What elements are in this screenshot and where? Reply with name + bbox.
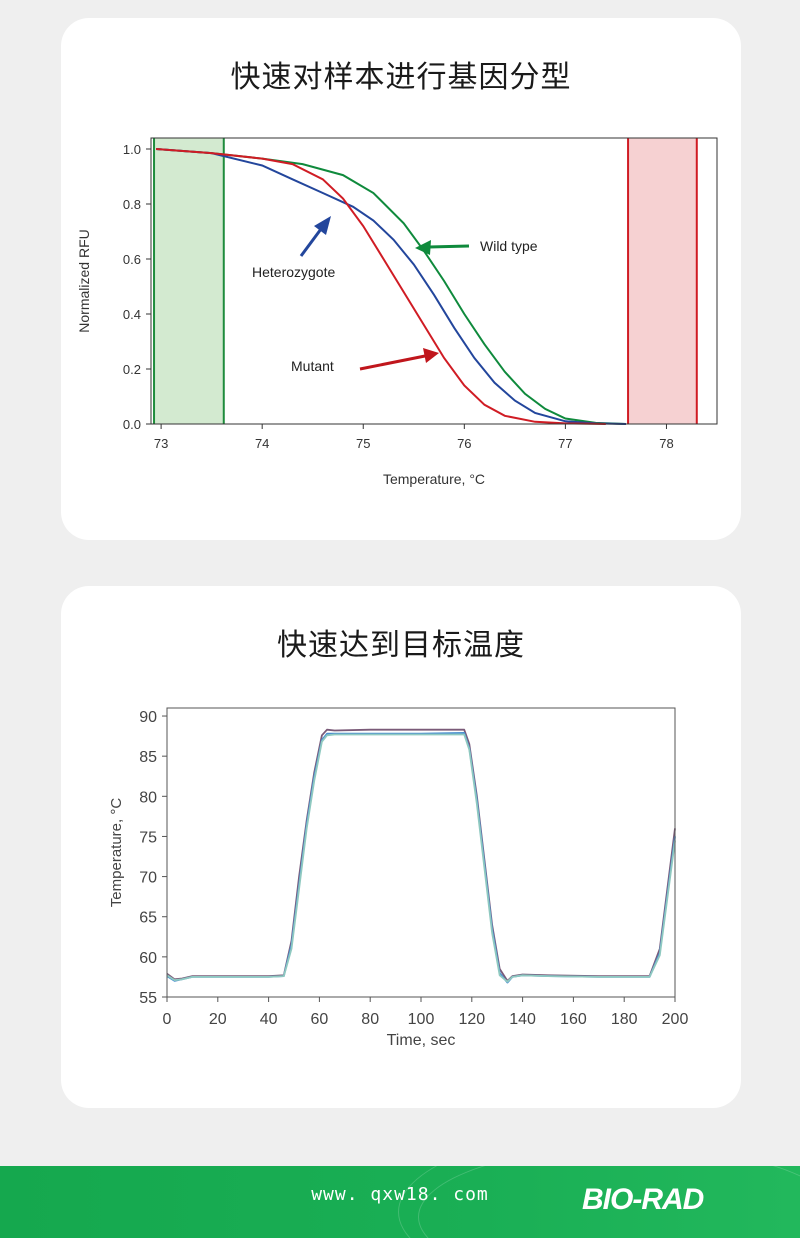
- temperature-series-2: [166, 733, 676, 983]
- y-tick-label: 75: [139, 829, 157, 846]
- plot-frame: [150, 137, 718, 425]
- x-tick-label: 73: [154, 436, 168, 451]
- x-tick-label: 160: [560, 1011, 587, 1028]
- y-tick-label: 0.0: [123, 417, 141, 432]
- y-tick-label: 70: [139, 870, 157, 887]
- y-tick-label: 80: [139, 789, 157, 806]
- temperature-title: 快速达到目标温度: [277, 628, 525, 663]
- x-tick-label: 0: [163, 1011, 172, 1028]
- series-line-2: [156, 148, 606, 425]
- y-axis-label: Temperature, °C: [108, 798, 125, 908]
- heterozygote-arrowhead: [314, 216, 331, 235]
- heterozygote-label: Heterozygote: [252, 264, 335, 280]
- temperature-card: 快速达到目标温度 0 20 40 60 80 100 120 140 160 180 200 55 60…: [61, 586, 741, 1108]
- x-tick-label: 200: [662, 1011, 689, 1028]
- y-tick-label: 90: [139, 709, 157, 726]
- temperature-profile-chart: 0 20 40 60 80 100 120 140 160 180 200 55 60 65 70 75 80 8…: [108, 707, 689, 1049]
- y-tick-label: 0.4: [123, 307, 141, 322]
- heterozygote-arrow: [299, 228, 323, 257]
- shaded-region: [154, 138, 224, 424]
- series-line-0: [156, 148, 627, 425]
- temperature-series-0: [166, 728, 676, 982]
- wild-type-arrowhead: [415, 240, 431, 255]
- series-line-1: [156, 148, 627, 425]
- x-tick-label: 20: [209, 1011, 227, 1028]
- mutant-arrowhead: [423, 348, 439, 363]
- wild-type-arrow: [428, 244, 470, 249]
- x-tick-label: 74: [255, 436, 269, 451]
- y-tick-label: 0.2: [123, 362, 141, 377]
- footer-bar: www. qxw18. com BIO-RAD: [0, 1166, 800, 1238]
- y-tick-label: 85: [139, 749, 157, 766]
- mutant-arrow: [359, 354, 426, 371]
- bio-rad-logo: BIO-RAD: [582, 1183, 704, 1216]
- footer-decoration: [398, 1166, 800, 1238]
- genotyping-title: 快速对样本进行基因分型: [230, 60, 572, 95]
- y-tick-label: 55: [139, 990, 157, 1007]
- y-tick-label: 65: [139, 910, 157, 927]
- x-tick-label: 60: [311, 1011, 329, 1028]
- plot-frame: [166, 707, 676, 998]
- wild-type-label: Wild type: [480, 238, 538, 254]
- temperature-series-1: [166, 732, 676, 984]
- x-tick-label: 180: [611, 1011, 638, 1028]
- genotyping-card: 快速对样本进行基因分型 73 74 75 76 77 78 0.0 0.2 0.4 0.6 0.8 1…: [61, 18, 741, 540]
- x-tick-label: 120: [458, 1011, 485, 1028]
- x-tick-label: 78: [659, 436, 673, 451]
- x-tick-label: 100: [408, 1011, 435, 1028]
- y-axis-label: Normalized RFU: [76, 229, 92, 332]
- x-axis-label: Temperature, °C: [383, 471, 485, 487]
- shaded-region: [628, 138, 697, 424]
- x-tick-label: 40: [260, 1011, 278, 1028]
- x-tick-label: 140: [509, 1011, 536, 1028]
- y-tick-label: 1.0: [123, 142, 141, 157]
- mutant-label: Mutant: [291, 358, 334, 374]
- x-tick-label: 80: [361, 1011, 379, 1028]
- x-tick-label: 77: [558, 436, 572, 451]
- melt-curve-chart: 73 74 75 76 77 78 0.0 0.2 0.4 0.6 0.8 1.0 Temperatur…: [76, 137, 718, 487]
- y-tick-label: 0.6: [123, 252, 141, 267]
- y-tick-label: 0.8: [123, 197, 141, 212]
- x-tick-label: 75: [356, 436, 370, 451]
- x-axis-label: Time, sec: [387, 1032, 456, 1049]
- x-tick-label: 76: [457, 436, 471, 451]
- footer-url[interactable]: www. qxw18. com: [311, 1184, 489, 1205]
- y-tick-label: 60: [139, 950, 157, 967]
